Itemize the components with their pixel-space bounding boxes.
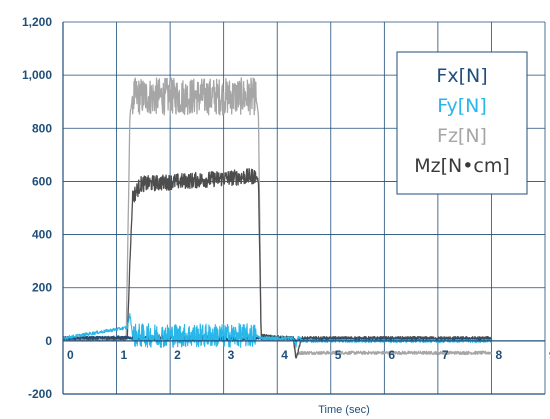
legend-entry-fy: Fy[N] bbox=[437, 95, 486, 117]
y-tick-label: 0 bbox=[45, 334, 52, 348]
x-tick-label: 2 bbox=[174, 348, 181, 362]
y-tick-label: 1,000 bbox=[22, 68, 52, 82]
x-tick-label: 0 bbox=[67, 348, 74, 362]
legend-entry-fz: Fz[N] bbox=[437, 125, 487, 147]
y-tick-label: 600 bbox=[32, 174, 52, 188]
x-tick-label: 6 bbox=[388, 348, 395, 362]
grid-lines bbox=[62, 21, 546, 395]
x-tick-label: 7 bbox=[442, 348, 449, 362]
legend: Fx[N] Fy[N] Fz[N] Mz[N•cm] bbox=[396, 51, 528, 195]
legend-entry-fx: Fx[N] bbox=[436, 65, 487, 87]
x-tick-label: 3 bbox=[228, 348, 235, 362]
y-tick-label: 800 bbox=[32, 121, 52, 135]
legend-entry-mz: Mz[N•cm] bbox=[414, 155, 510, 177]
y-tick-label: -200 bbox=[28, 387, 52, 401]
axes bbox=[62, 22, 545, 395]
x-tick-label: 4 bbox=[281, 348, 288, 362]
y-tick-labels: 1,200 1,000 800 600 400 200 0 -200 bbox=[22, 15, 52, 401]
legend-box bbox=[396, 51, 528, 195]
y-tick-label: 1,200 bbox=[22, 15, 52, 29]
x-axis-label: Time (sec) bbox=[318, 404, 370, 416]
x-tick-label: 1 bbox=[121, 348, 128, 362]
x-tick-labels: 0123456789 bbox=[67, 348, 550, 362]
x-tick-label: 8 bbox=[495, 348, 502, 362]
y-tick-label: 200 bbox=[32, 281, 52, 295]
y-tick-label: 400 bbox=[32, 228, 52, 242]
x-tick-label: 5 bbox=[335, 348, 342, 362]
